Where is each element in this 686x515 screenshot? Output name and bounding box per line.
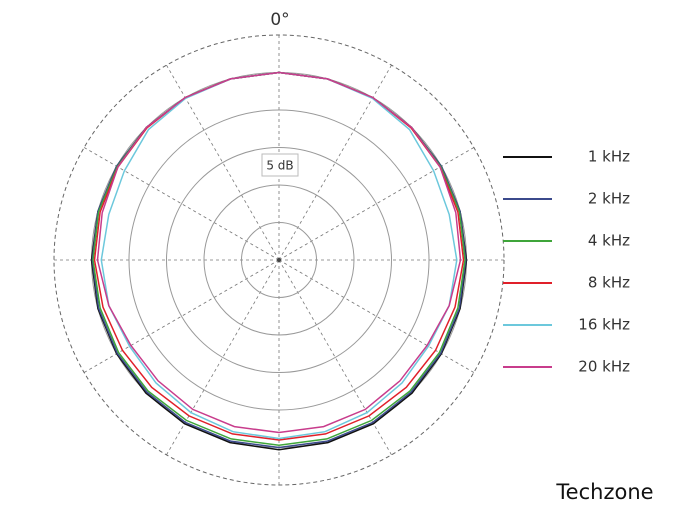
grid-ring [53,34,505,486]
legend-label: 1 kHz [588,148,630,166]
legend-label: 20 kHz [578,358,630,376]
legend-label: 8 kHz [588,274,630,292]
series-line [100,71,458,440]
grid-ring [203,184,355,336]
grid-ring [241,222,317,298]
series-line [91,71,467,449]
series-line [96,71,462,434]
grid-ring [128,109,430,411]
grid [53,34,505,486]
legend-label: 4 kHz [588,232,630,250]
center [277,258,281,262]
annotation-box [261,153,299,177]
grid-ring [166,147,392,373]
angle-label: 0° [270,10,289,30]
watermark: Techzone [555,480,653,504]
legend-label: 16 kHz [578,316,630,334]
legend-label: 2 kHz [588,190,630,208]
annotation: 5 dB [266,159,293,173]
